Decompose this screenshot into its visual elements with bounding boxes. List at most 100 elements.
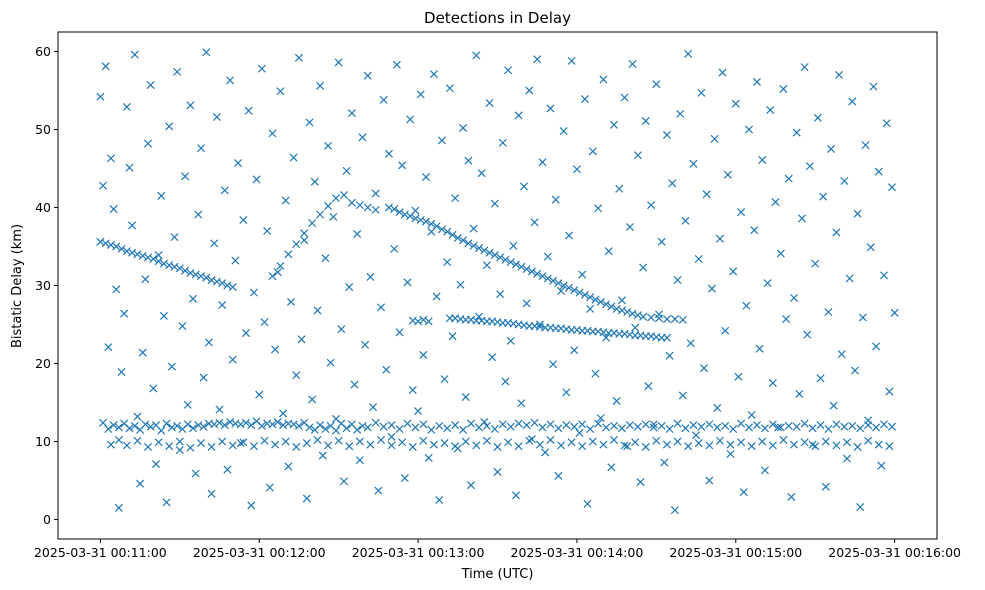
data-point-marker [599, 75, 608, 84]
data-point-marker [247, 501, 256, 510]
data-point-marker [647, 313, 656, 322]
data-point-marker [165, 122, 174, 131]
data-point-marker [443, 258, 452, 267]
data-point-marker [331, 194, 341, 203]
data-point-marker [165, 442, 174, 451]
data-point-marker [737, 208, 746, 217]
data-point-marker [149, 384, 158, 393]
data-point-marker [146, 81, 155, 90]
data-point-marker [845, 274, 854, 283]
data-point-marker [175, 437, 184, 446]
data-point-marker [403, 419, 412, 428]
data-point-marker [162, 419, 171, 428]
y-tick-label: 0 [43, 512, 51, 527]
data-point-marker [842, 454, 852, 463]
data-point-marker [535, 440, 544, 449]
data-point-marker [641, 420, 650, 429]
data-point-marker [265, 483, 274, 492]
data-point-marker [811, 259, 820, 268]
data-point-marker [718, 68, 727, 77]
data-point-marker [104, 424, 113, 434]
data-point-marker [427, 227, 436, 236]
data-point-marker [517, 262, 526, 271]
data-point-marker [305, 423, 314, 432]
data-point-marker [117, 244, 126, 253]
data-point-marker [159, 259, 168, 268]
data-point-marker [792, 422, 801, 431]
data-point-marker [543, 274, 552, 283]
data-point-marker [347, 109, 356, 118]
data-point-marker [106, 440, 115, 449]
data-point-marker [337, 325, 346, 334]
data-point-marker [448, 332, 457, 341]
data-point-marker [887, 422, 897, 431]
data-point-marker [228, 283, 237, 292]
data-point-marker [284, 250, 293, 259]
y-tick-label: 60 [35, 44, 51, 59]
data-point-marker [440, 439, 449, 448]
data-point-marker [482, 421, 491, 430]
data-point-marker [406, 115, 415, 124]
data-point-marker [692, 431, 701, 440]
data-point-marker [316, 81, 325, 90]
data-point-marker [782, 315, 791, 324]
data-point-marker [686, 339, 695, 348]
data-point-marker [207, 489, 216, 498]
data-point-marker [578, 420, 587, 429]
data-point-marker [850, 366, 859, 375]
data-point-marker [514, 419, 523, 428]
data-point-marker [774, 423, 783, 432]
data-point-marker [660, 458, 669, 467]
data-point-marker [594, 204, 603, 213]
data-point-marker [125, 424, 134, 433]
data-point-marker [840, 176, 849, 186]
data-point-marker [779, 435, 788, 444]
data-point-marker [580, 95, 589, 104]
data-point-marker [633, 311, 642, 320]
data-point-marker [165, 261, 174, 270]
data-point-marker [657, 421, 666, 430]
data-point-marker [207, 442, 216, 451]
data-point-marker [223, 465, 232, 474]
data-point-marker [853, 209, 862, 218]
data-point-marker [387, 441, 396, 450]
data-point-marker [109, 421, 118, 430]
data-point-marker [641, 116, 650, 125]
data-point-marker [617, 306, 626, 315]
data-point-marker [654, 310, 664, 319]
data-point-marker [832, 420, 841, 429]
data-point-marker [840, 422, 849, 431]
data-point-marker [366, 272, 375, 281]
data-point-marker [273, 417, 282, 427]
data-point-marker [353, 229, 362, 239]
data-point-marker [451, 421, 460, 430]
data-point-marker [490, 199, 499, 208]
data-point-marker [575, 288, 584, 297]
data-point-marker [562, 388, 571, 397]
data-point-marker [564, 231, 574, 240]
data-point-marker [514, 442, 523, 451]
data-point-marker [734, 372, 743, 381]
y-tick-label: 10 [35, 434, 51, 449]
y-axis-title: Bistatic Delay (km) [10, 224, 25, 348]
data-point-marker [713, 423, 722, 432]
data-point-marker [122, 102, 131, 111]
data-point-marker [260, 318, 269, 327]
data-point-marker [347, 198, 356, 207]
data-point-marker [673, 437, 682, 446]
data-point-marker [331, 414, 341, 423]
data-point-marker [739, 488, 748, 497]
data-point-marker [615, 184, 624, 193]
data-point-marker [477, 169, 486, 178]
data-point-marker [395, 208, 404, 217]
data-point-marker [699, 364, 709, 373]
data-point-marker [358, 133, 367, 142]
data-point-marker [737, 438, 746, 447]
data-point-marker [474, 244, 483, 253]
data-point-marker [869, 82, 878, 91]
data-point-marker [416, 215, 425, 225]
data-point-marker [591, 295, 600, 304]
data-point-marker [321, 254, 330, 263]
data-point-marker [109, 205, 118, 214]
data-point-marker [877, 461, 886, 470]
